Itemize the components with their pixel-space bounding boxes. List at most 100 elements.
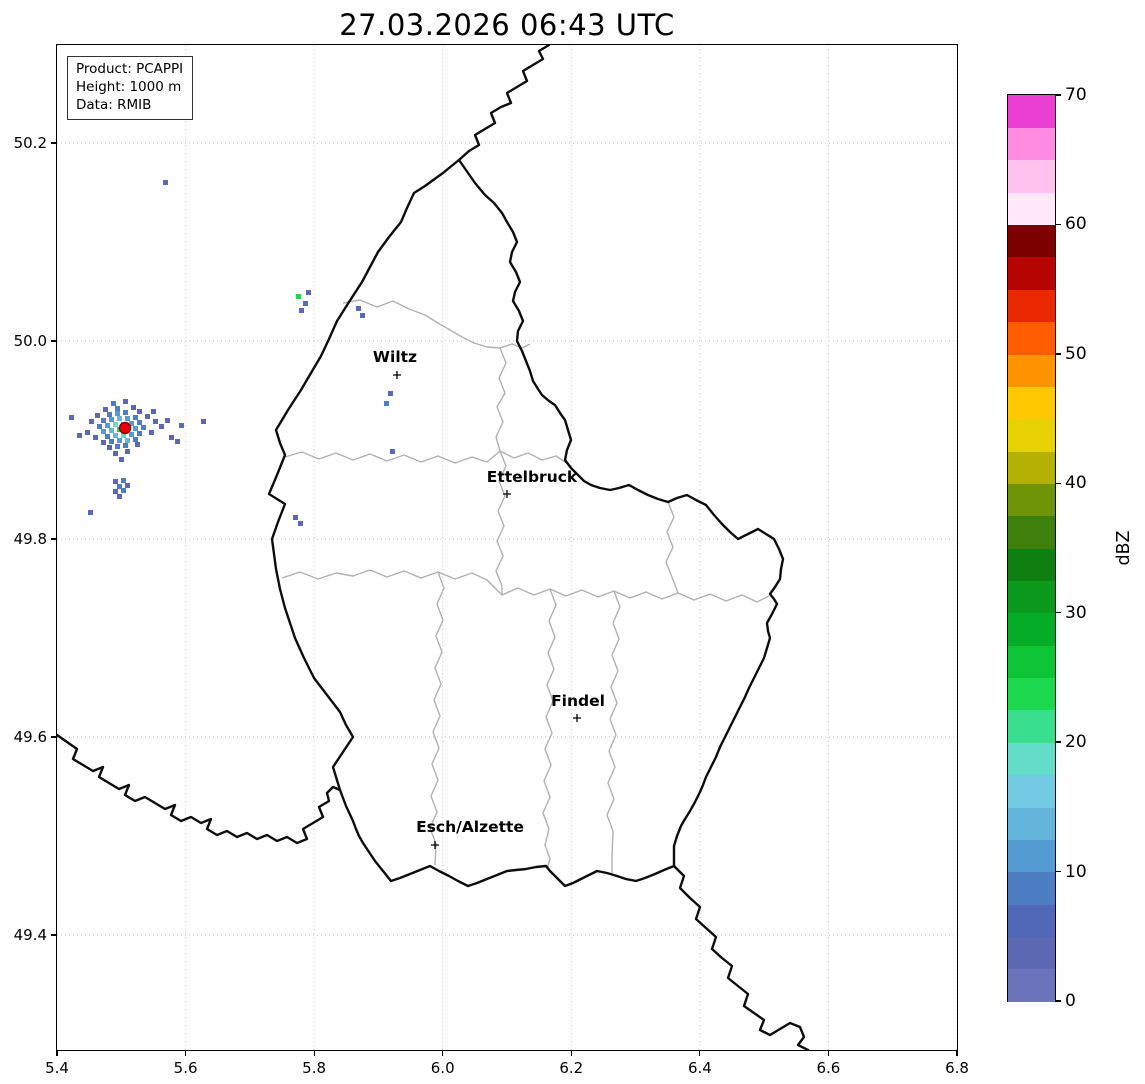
colorbar-tick-mark [1056, 741, 1061, 743]
x-tick-label: 6.0 [430, 1059, 455, 1077]
x-tick-mark [313, 1051, 315, 1056]
internal-border [429, 571, 445, 866]
colorbar-band [1008, 515, 1055, 549]
info-box: Product: PCAPPI Height: 1000 m Data: RMI… [67, 56, 194, 121]
colorbar-tick-mark [1056, 353, 1061, 355]
radar-echo-cell [103, 407, 108, 412]
x-tick-label: 6.2 [559, 1059, 584, 1077]
radar-echo-cell [109, 417, 114, 422]
radar-echo-cell [115, 444, 120, 449]
colorbar-band [1008, 450, 1055, 484]
colorbar-band [1008, 580, 1055, 614]
city-marker [431, 841, 439, 849]
radar-echo-cell [119, 457, 124, 462]
internal-border [281, 569, 770, 603]
x-tick-label: 6.6 [816, 1059, 841, 1077]
y-tick-mark [51, 142, 56, 144]
colorbar-band [1008, 224, 1055, 258]
info-box-line-data: Data: RMIB [76, 97, 152, 114]
colorbar-band [1008, 806, 1055, 840]
radar-echo-cell [129, 432, 134, 437]
radar-echo-cell [163, 180, 168, 185]
colorbar-band [1008, 936, 1055, 970]
radar-echo-cell [169, 435, 174, 440]
radar-echo-cell [153, 419, 158, 424]
country-border [267, 158, 785, 888]
country-border [672, 864, 810, 1050]
radar-echo-cell [201, 419, 206, 424]
radar-echo-cell [111, 401, 116, 406]
colorbar-tick-mark [1056, 94, 1061, 96]
y-tick-mark [51, 340, 56, 342]
radar-echo-cell [175, 439, 180, 444]
x-tick-mark [827, 1051, 829, 1056]
radar-echo-cell [135, 442, 140, 447]
radar-echo-cell [89, 419, 94, 424]
radar-echo-cell [101, 429, 106, 434]
radar-echo-cell [125, 483, 130, 488]
map-svg: Wiltz Ettelbruck Findel Esch/Alzette [57, 45, 957, 1050]
x-tick-mark [570, 1051, 572, 1056]
colorbar-band [1008, 192, 1055, 226]
radar-echo-cell [133, 415, 138, 420]
colorbar-tick-label: 50 [1065, 343, 1087, 364]
radar-echo-cell [303, 301, 308, 306]
city-marker [503, 490, 511, 498]
radar-echo-cell [123, 399, 128, 404]
radar-echo-cell [137, 420, 142, 425]
colorbar-band [1008, 95, 1055, 129]
radar-echo-cell [109, 428, 114, 433]
radar-echo-cell [113, 451, 118, 456]
radar-echo-cell [101, 440, 106, 445]
city-label: Findel [551, 692, 605, 710]
radar-echo-cell [298, 521, 303, 526]
x-tick-mark [56, 1051, 58, 1056]
radar-echo-cell [101, 418, 106, 423]
colorbar-band [1008, 483, 1055, 517]
radar-echo-cell [107, 412, 112, 417]
radar-echo-cell [306, 290, 311, 295]
y-tick-label: 50.2 [13, 134, 47, 152]
radar-echo-cell [141, 425, 146, 430]
colorbar-band [1008, 159, 1055, 193]
colorbar-tick-label: 0 [1065, 991, 1076, 1011]
radar-echo-cell [133, 437, 138, 442]
city-label: Ettelbruck [487, 468, 578, 486]
y-tick-mark [51, 538, 56, 540]
colorbar-tick-label: 20 [1065, 732, 1087, 753]
country-border [457, 45, 551, 162]
x-tick-mark [699, 1051, 701, 1056]
radar-echo-cell [105, 434, 110, 439]
radar-echo-cell [113, 433, 118, 438]
colorbar-scale [1008, 95, 1055, 1002]
radar-echo-cell [105, 423, 110, 428]
internal-border [499, 450, 569, 465]
colorbar-band [1008, 353, 1055, 387]
x-tick-mark [956, 1051, 958, 1056]
x-tick-label: 5.6 [173, 1059, 198, 1077]
x-tick-mark [442, 1051, 444, 1056]
colorbar [1007, 94, 1056, 1002]
radar-echo-cell [113, 422, 118, 427]
y-tick-label: 49.6 [13, 728, 47, 746]
info-box-line-height: Height: 1000 m [76, 79, 182, 96]
colorbar-tick-mark [1056, 1000, 1061, 1002]
colorbar-unit-label: dBZ [1114, 530, 1134, 566]
colorbar-band [1008, 289, 1055, 323]
colorbar-band [1008, 677, 1055, 711]
plot-title: 27.03.2026 06:43 UTC [339, 8, 675, 42]
colorbar-tick-label: 40 [1065, 473, 1087, 494]
colorbar-band [1008, 774, 1055, 808]
radar-echo-cell [179, 423, 184, 428]
radar-echo-cell [151, 409, 156, 414]
radar-echo-cell [113, 489, 118, 494]
x-tick-label: 5.4 [45, 1059, 69, 1077]
internal-border [284, 450, 501, 464]
radar-echo-cell [93, 435, 98, 440]
colorbar-tick-label: 70 [1065, 85, 1087, 105]
radar-echo-cell [121, 433, 126, 438]
radar-echo-cell [145, 414, 150, 419]
colorbar-band [1008, 742, 1055, 776]
radar-echo-cell [123, 410, 128, 415]
